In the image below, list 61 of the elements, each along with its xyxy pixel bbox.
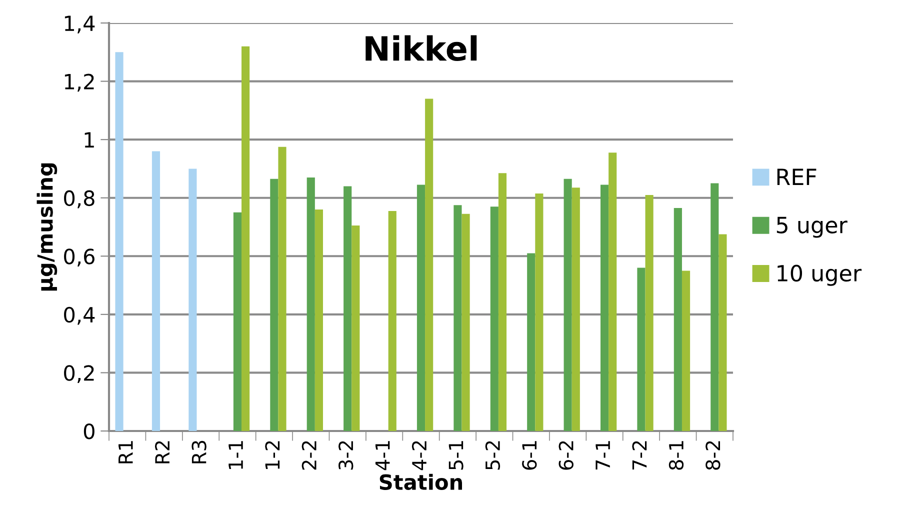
bar: [352, 226, 360, 431]
y-tick-label: 1,2: [64, 74, 94, 92]
bar: [462, 214, 470, 431]
x-tick-label: 5-1: [448, 441, 464, 470]
y-tick-label: 1,4: [64, 16, 95, 34]
bar: [416, 184, 426, 431]
y-tick-label: 0,6: [64, 248, 94, 266]
bar: [637, 268, 646, 431]
bar: [490, 206, 498, 431]
y-tick-label: 0,8: [64, 190, 94, 208]
bar: [242, 46, 250, 431]
x-tick-label: R2: [154, 441, 170, 464]
bar: [682, 270, 690, 431]
bar: [527, 253, 536, 431]
bar: [674, 208, 682, 431]
bar: [152, 151, 160, 431]
bar: [188, 168, 197, 431]
bar: [600, 184, 609, 431]
y-tick-label: 1: [84, 132, 94, 148]
bar: [425, 98, 434, 431]
chart-title: Nikkel: [366, 35, 477, 62]
x-axis-title: Station: [380, 474, 462, 490]
x-tick-label: 1-1: [228, 441, 243, 469]
x-tick-label: 7-2: [632, 441, 647, 470]
x-tick-label: 4-1: [375, 441, 390, 470]
bar: [564, 178, 572, 431]
bar: [270, 178, 278, 431]
bar: [718, 234, 727, 431]
x-tick-label: 8-2: [706, 441, 720, 470]
bar: [645, 194, 654, 431]
bar: [710, 183, 719, 431]
y-axis-title: µg/musling: [36, 163, 58, 291]
bar: [454, 205, 462, 431]
x-tick-label: 8-1: [668, 441, 684, 470]
y-tick-label: 0,2: [64, 365, 94, 384]
x-tick-label: 4-2: [412, 441, 426, 470]
x-tick-label: 6-2: [558, 441, 574, 470]
x-tick-label: 7-1: [596, 441, 610, 470]
bar: [344, 186, 352, 431]
bar: [115, 52, 124, 431]
bar: [306, 177, 315, 431]
x-tick-label: 5-2: [485, 441, 500, 470]
x-tick-label: 6-1: [522, 441, 537, 470]
bar: [278, 146, 286, 431]
x-tick-label: 1-2: [265, 441, 280, 469]
legend-label: REF: [777, 168, 816, 185]
y-tick-label: 0,4: [64, 306, 95, 325]
bar: [233, 212, 242, 431]
x-tick-label: 3-2: [338, 441, 354, 470]
bar: [535, 193, 544, 431]
bar: [314, 210, 323, 431]
legend-label: 5 uger: [776, 216, 848, 238]
bar: [498, 173, 507, 431]
y-tick-label: 0: [84, 423, 94, 440]
legend-label: 10 uger: [778, 264, 862, 286]
x-tick-label: R1: [118, 441, 133, 464]
x-tick-label: R3: [192, 440, 206, 464]
x-tick-label: 2-2: [302, 441, 316, 470]
bar: [608, 152, 617, 431]
bar: [572, 188, 580, 431]
bar: [388, 210, 396, 431]
